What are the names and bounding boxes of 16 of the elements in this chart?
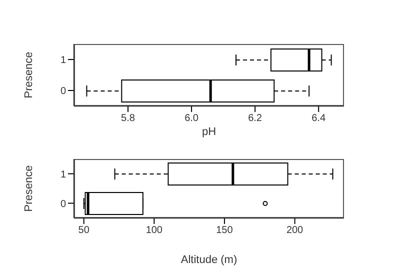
x-tick-label: 6.0 (184, 113, 199, 124)
y-tick-label: 0 (60, 198, 66, 210)
x-axis-title: pH (202, 126, 216, 138)
y-axis-title: Presence (22, 165, 35, 212)
x-tick-label: 6.4 (312, 113, 326, 124)
y-tick-label: 0 (60, 86, 66, 98)
y-tick-label: 1 (60, 169, 66, 180)
x-axis-title: Altitude (m) (180, 254, 238, 266)
x-tick-label: 100 (146, 225, 163, 236)
x-tick-label: 200 (286, 225, 304, 236)
x-tick-label: 50 (78, 225, 90, 236)
y-axis-title: Presence (22, 52, 35, 98)
x-tick-label: 5.8 (121, 113, 136, 124)
x-tick-label: 6.2 (248, 113, 262, 124)
x-tick-label: 150 (216, 225, 234, 236)
y-tick-label: 1 (60, 55, 66, 66)
